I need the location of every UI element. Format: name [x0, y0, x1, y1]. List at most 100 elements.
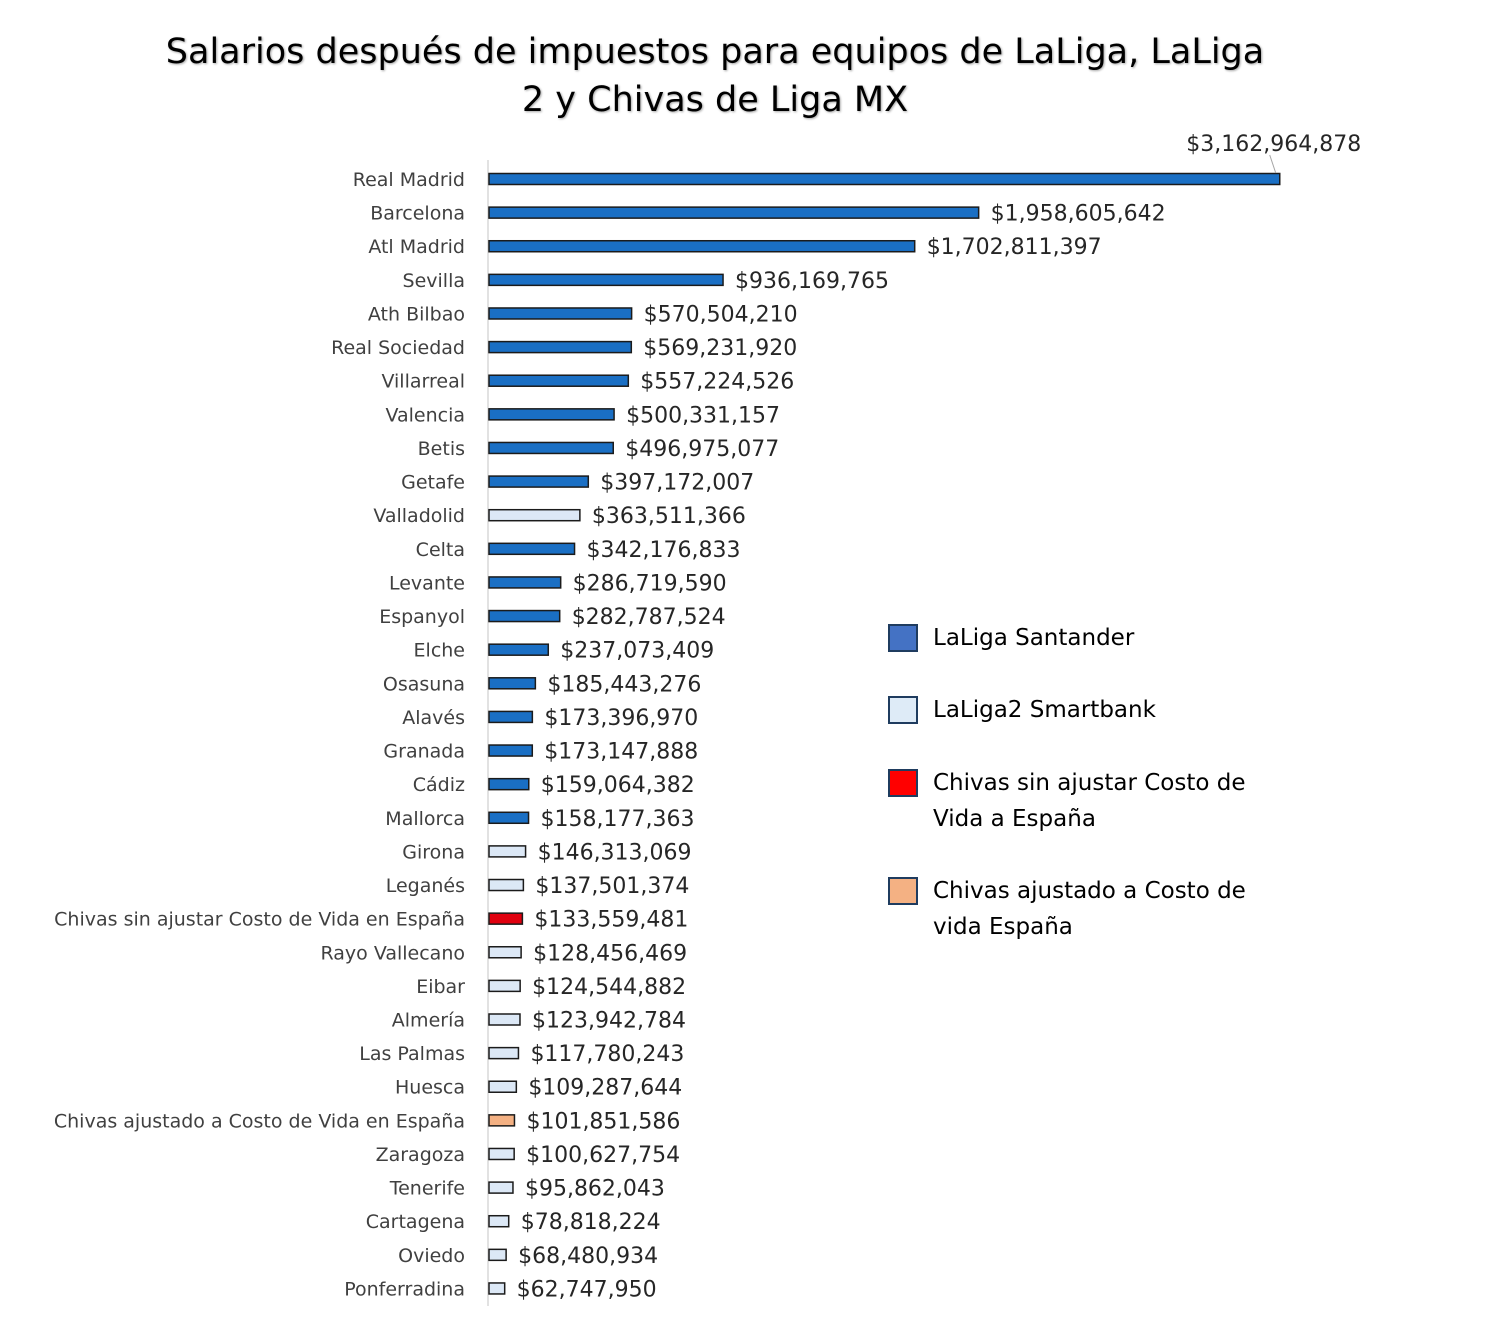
- category-label: Tenerife: [389, 1178, 465, 1200]
- value-label: $123,942,784: [532, 1009, 686, 1034]
- category-label: Villarreal: [381, 371, 465, 393]
- category-label: Rayo Vallecano: [320, 942, 465, 964]
- bar: [488, 172, 1281, 186]
- bar: [488, 1214, 510, 1228]
- legend-label: LaLiga Santander: [933, 620, 1308, 656]
- legend-label: Chivas ajustado a Costo de vida España: [933, 873, 1308, 945]
- bar: [488, 609, 561, 623]
- bar: [488, 845, 527, 858]
- bar: [488, 576, 562, 589]
- category-label: Leganés: [386, 875, 465, 897]
- legend-swatch: [888, 696, 918, 724]
- value-label: $936,169,765: [735, 269, 889, 294]
- value-label: $101,851,586: [526, 1109, 680, 1134]
- bar: [488, 979, 521, 993]
- value-label: $128,456,469: [533, 941, 687, 966]
- category-label: Cádiz: [413, 774, 465, 796]
- value-label: $62,747,950: [517, 1277, 657, 1302]
- category-label: Mallorca: [385, 808, 465, 830]
- value-label: $1,958,605,642: [991, 202, 1166, 227]
- value-label: $342,176,833: [587, 538, 741, 563]
- value-label: $173,396,970: [544, 706, 698, 731]
- bar: [488, 710, 534, 724]
- bar: [488, 1248, 507, 1262]
- category-label: Chivas ajustado a Costo de Vida en Españ…: [54, 1110, 465, 1132]
- value-label: $237,073,409: [560, 639, 714, 664]
- category-label: Girona: [402, 841, 465, 863]
- value-label: $117,780,243: [530, 1042, 684, 1067]
- chart-title-line-1: Salarios después de impuestos para equip…: [165, 32, 1265, 72]
- value-label: $557,224,526: [640, 370, 794, 395]
- category-label: Real Madrid: [353, 169, 465, 191]
- category-label: Cartagena: [366, 1211, 465, 1233]
- bar: [488, 1046, 520, 1060]
- value-label: $363,511,366: [592, 504, 746, 529]
- value-label: $500,331,157: [626, 403, 780, 428]
- category-label: Almería: [392, 1010, 465, 1032]
- value-label: $100,627,754: [526, 1143, 680, 1168]
- legend-label-line: LaLiga2 Smartbank: [933, 697, 1156, 723]
- category-label: Granada: [383, 741, 465, 763]
- category-label: Las Palmas: [359, 1043, 465, 1065]
- value-label: $159,064,382: [541, 773, 695, 798]
- category-label: Alavés: [402, 707, 465, 729]
- bar: [488, 542, 576, 556]
- category-label: Chivas sin ajustar Costo de Vida en Espa…: [54, 909, 465, 931]
- chart-title: Salarios después de impuestos para equip…: [130, 28, 1300, 124]
- value-label: $124,544,882: [532, 975, 686, 1000]
- value-label: $137,501,374: [535, 874, 689, 899]
- bar: [488, 1282, 506, 1295]
- legend-item: Chivas ajustado a Costo de vida España: [888, 873, 1308, 945]
- category-label: Espanyol: [379, 606, 465, 628]
- legend-label-line: LaLiga Santander: [933, 625, 1135, 651]
- bar: [488, 374, 630, 387]
- value-label: $158,177,363: [541, 807, 695, 832]
- category-label: Real Sociedad: [331, 337, 465, 359]
- bar: [488, 508, 581, 522]
- legend-label: LaLiga2 Smartbank: [933, 692, 1308, 728]
- bars-layer: Real Madrid $3,162,964,878 Barcelona $1,958…: [54, 132, 1361, 1302]
- bar: [488, 777, 530, 791]
- value-label: $133,559,481: [534, 908, 688, 933]
- bar: [488, 206, 980, 219]
- bar: [488, 1114, 516, 1127]
- category-label: Elche: [414, 640, 465, 662]
- value-label: $569,231,920: [643, 336, 797, 361]
- value-label: $185,443,276: [547, 672, 701, 697]
- value-label: $282,787,524: [572, 605, 726, 630]
- category-label: Sevilla: [403, 270, 465, 292]
- category-label: Getafe: [401, 472, 465, 494]
- bar: [488, 912, 524, 925]
- bar: [488, 273, 724, 287]
- legend-swatch: [888, 877, 918, 905]
- category-label: Betis: [418, 438, 465, 460]
- value-label: $3,162,964,878: [1186, 132, 1361, 157]
- bar: [488, 1013, 521, 1026]
- value-label: $95,862,043: [525, 1177, 665, 1202]
- bar: [488, 643, 550, 656]
- value-label: $496,975,077: [625, 437, 779, 462]
- value-label: $109,287,644: [528, 1076, 682, 1101]
- category-label: Valencia: [385, 404, 465, 426]
- category-label: Atl Madrid: [368, 236, 465, 258]
- category-label: Oviedo: [398, 1245, 465, 1267]
- category-label: Celta: [416, 539, 465, 561]
- bar: [488, 475, 590, 488]
- bar: [488, 1080, 518, 1093]
- legend-item: LaLiga2 Smartbank: [888, 692, 1308, 728]
- bar: [488, 878, 525, 892]
- value-label: $570,504,210: [644, 302, 798, 327]
- value-label: $146,313,069: [538, 840, 692, 865]
- bar: [488, 340, 633, 354]
- bar: [488, 1147, 515, 1161]
- legend-label: Chivas sin ajustar Costo de Vida a España: [933, 765, 1308, 837]
- legend-label-line: vida España: [933, 914, 1073, 940]
- category-label: Eibar: [416, 976, 465, 998]
- legend-swatch: [888, 769, 918, 797]
- category-label: Levante: [389, 572, 465, 594]
- category-label: Zaragoza: [376, 1144, 465, 1166]
- bar: [488, 408, 615, 421]
- legend-label-line: Chivas sin ajustar Costo de: [933, 770, 1246, 796]
- value-label: $286,719,590: [573, 571, 727, 596]
